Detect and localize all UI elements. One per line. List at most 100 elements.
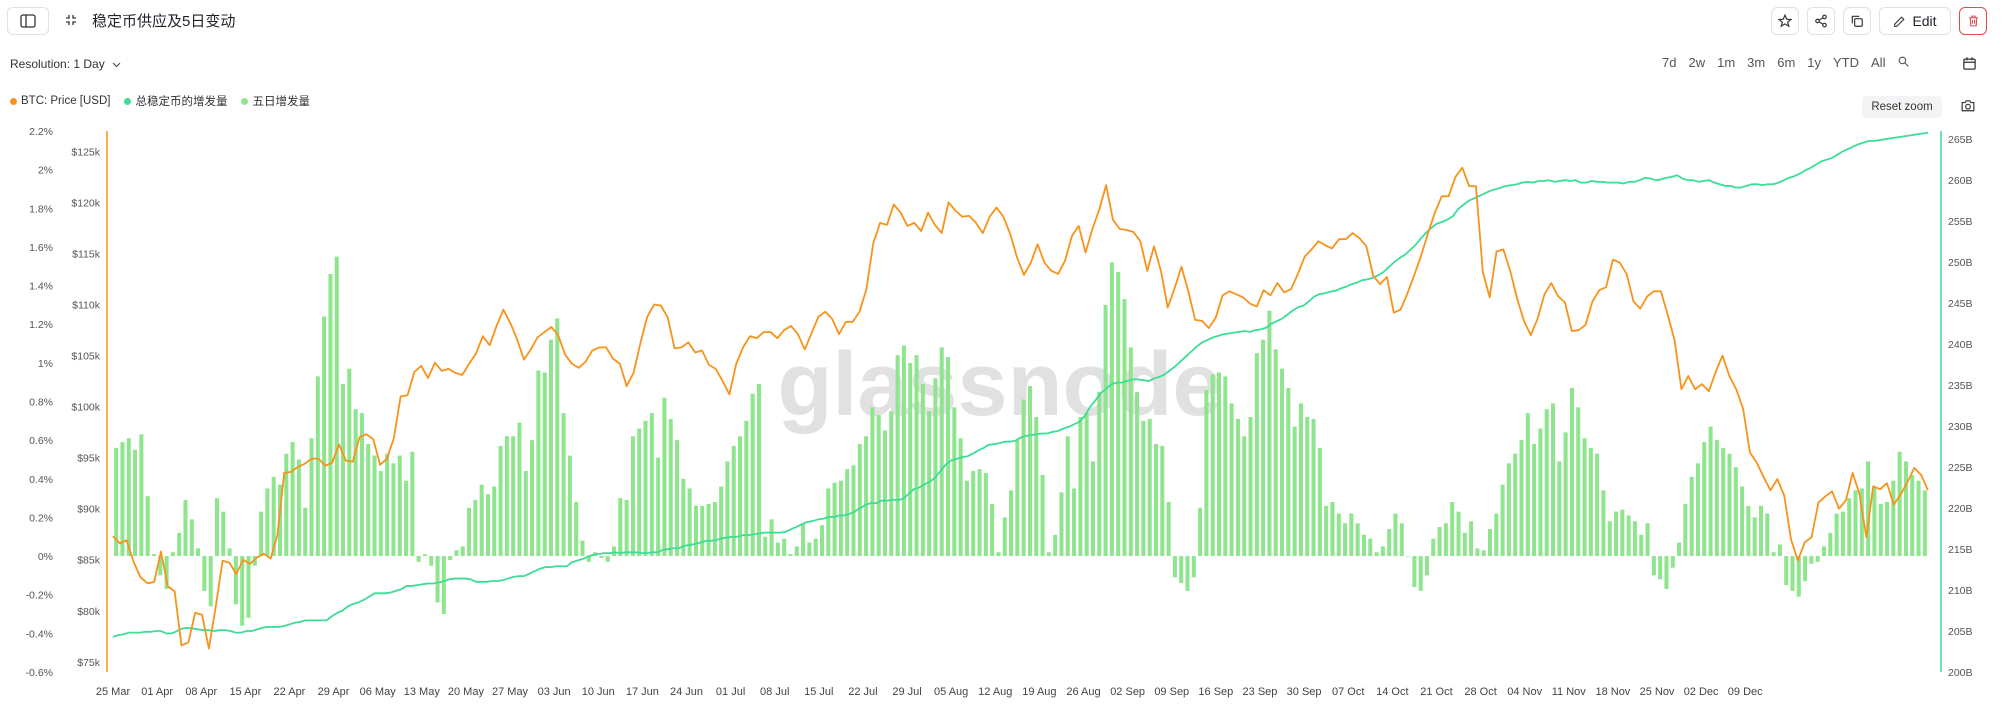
x-axis-tick: 25 Nov (1640, 686, 1675, 698)
change-bar (397, 455, 402, 557)
edit-button[interactable]: Edit (1879, 7, 1951, 35)
change-bar (1758, 505, 1764, 557)
change-bar (1317, 447, 1322, 557)
resolution-select[interactable]: Resolution: 1 Day (10, 57, 121, 71)
change-bar (593, 552, 598, 557)
change-bar (290, 442, 295, 557)
change-bar (1292, 426, 1297, 557)
range-2w[interactable]: 2w (1688, 55, 1706, 70)
left-axis-tick: 1.8% (29, 203, 53, 215)
favorite-button[interactable] (1771, 7, 1799, 35)
change-bar (1261, 339, 1266, 557)
change-bar (467, 507, 472, 557)
change-bar (1847, 498, 1852, 557)
change-bar (1349, 513, 1354, 557)
change-bar (813, 538, 818, 557)
change-bar (719, 486, 724, 557)
x-axis-tick: 09 Dec (1728, 686, 1763, 698)
x-axis-tick: 15 Apr (229, 686, 261, 698)
camera-icon[interactable] (1961, 99, 1975, 117)
x-axis-tick: 10 Jun (582, 686, 615, 698)
change-bar (1752, 517, 1757, 557)
change-bar (964, 480, 969, 557)
change-bar (1280, 368, 1285, 557)
change-bar (1147, 418, 1152, 557)
share-button[interactable] (1807, 7, 1835, 35)
duplicate-button[interactable] (1843, 7, 1871, 35)
x-axis-tick: 24 Jun (670, 686, 703, 698)
change-bar (756, 384, 761, 557)
supply-axis-tick: 260B (1948, 175, 1973, 187)
chevron-down-icon (112, 57, 121, 71)
change-bar (448, 556, 453, 560)
change-bar (681, 478, 686, 557)
sidebar-toggle-button[interactable] (7, 7, 49, 35)
legend-dot-change (241, 97, 249, 105)
supply-axis-tick: 265B (1948, 134, 1973, 146)
x-axis-tick: 22 Apr (274, 686, 306, 698)
range-1y[interactable]: 1y (1807, 55, 1822, 70)
change-bar (927, 411, 932, 557)
change-bar (1305, 416, 1310, 557)
x-axis-tick: 06 May (360, 686, 397, 698)
price-line (112, 166, 1929, 650)
change-bar (731, 445, 736, 557)
change-bar (1248, 416, 1253, 557)
change-bar (1500, 484, 1505, 557)
change-bar (1733, 467, 1738, 557)
legend-item-price[interactable]: BTC: Price [USD] (10, 93, 110, 109)
zoom-search-icon[interactable] (1891, 52, 1916, 74)
range-ytd[interactable]: YTD (1833, 55, 1860, 70)
x-axis-tick: 05 Aug (934, 686, 968, 698)
change-bar (1677, 542, 1682, 557)
change-bar (1872, 486, 1877, 557)
change-bar (1771, 552, 1776, 557)
reset-zoom-button[interactable]: Reset zoom (1862, 96, 1942, 118)
change-bar (1273, 349, 1278, 557)
change-bar (303, 507, 308, 557)
range-all[interactable]: All (1871, 55, 1886, 70)
change-bar (1859, 488, 1864, 557)
legend-item-supply[interactable]: 总稳定币的增发量 (124, 93, 227, 109)
change-bar (1053, 534, 1058, 557)
x-axis-tick: 04 Nov (1507, 686, 1542, 698)
x-axis-tick: 25 Mar (96, 686, 131, 698)
change-bar (1380, 546, 1385, 557)
change-bar (675, 440, 680, 557)
change-bar (1721, 447, 1726, 557)
delete-button[interactable] (1959, 7, 1987, 35)
change-bar (838, 480, 843, 557)
change-bar (1569, 387, 1574, 557)
change-bar (1254, 353, 1259, 557)
change-bar (996, 552, 1001, 557)
left-axis-tick: 0% (38, 551, 53, 563)
change-bar (1557, 461, 1562, 557)
change-bar (410, 451, 415, 557)
price-axis-tick: $100k (71, 402, 100, 414)
change-bar (819, 525, 824, 557)
change-bar (1582, 438, 1587, 557)
change-bar (1374, 552, 1379, 557)
date-picker-button[interactable] (1952, 48, 1986, 78)
range-3m[interactable]: 3m (1747, 55, 1766, 70)
change-bar (309, 438, 314, 557)
change-bar (807, 542, 812, 557)
legend-item-change[interactable]: 五日增发量 (241, 93, 310, 109)
change-bar (385, 453, 390, 557)
range-6m[interactable]: 6m (1777, 55, 1796, 70)
range-7d[interactable]: 7d (1662, 55, 1677, 70)
change-bar (920, 384, 925, 557)
sidebar-icon (20, 14, 36, 28)
change-bar (1853, 490, 1858, 557)
range-1m[interactable]: 1m (1717, 55, 1736, 70)
supply-axis-tick: 230B (1948, 421, 1973, 433)
change-bar (1324, 505, 1329, 557)
change-bar (977, 469, 982, 557)
change-bar (1544, 409, 1549, 557)
page-title: 稳定币供应及5日变动 (92, 13, 236, 30)
change-bar (196, 548, 201, 557)
change-bar (1090, 461, 1095, 557)
change-bar (1116, 272, 1121, 557)
collapse-icon[interactable] (64, 13, 78, 27)
change-bar (901, 345, 906, 557)
